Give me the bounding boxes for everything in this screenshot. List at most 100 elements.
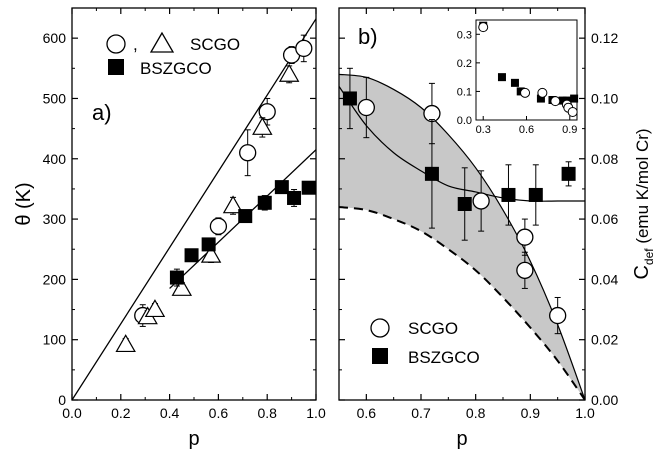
panel-a: 0.0 0.2 0.4 0.6 0.8 1.0 0 100 200 300 400 500 600 p θ … — [13, 7, 326, 450]
data-point-triangle — [171, 278, 193, 296]
fit-line — [72, 18, 316, 400]
data-point-triangle — [144, 299, 166, 318]
legend-label-bszgco: BSZGCO — [140, 59, 212, 78]
data-point-square — [457, 197, 472, 211]
inset-x-tick-label: 0.6 — [519, 124, 534, 136]
panel-label: b) — [358, 24, 378, 49]
y-tick-label: 400 — [43, 151, 67, 167]
data-point-square — [424, 166, 439, 181]
data-point-circle — [516, 228, 534, 246]
y-tick-label: 0.00 — [591, 392, 618, 408]
inset-circle — [520, 87, 531, 98]
inset-y-tick-label: 0.1 — [457, 86, 472, 98]
x-axis-label: p — [456, 428, 467, 450]
inset-x-tick-label: 0.9 — [562, 124, 577, 136]
inset-y-tick-label: 0.3 — [457, 29, 472, 41]
data-point-circle — [258, 103, 276, 121]
inset-circle — [478, 22, 489, 33]
data-point-circle — [357, 98, 375, 117]
legend-square — [372, 348, 388, 364]
inset-square — [570, 94, 579, 103]
data-point-square — [274, 180, 289, 195]
x-tick-label: 0.8 — [257, 405, 277, 421]
x-tick-label: 0.6 — [209, 405, 229, 421]
data-point-triangle — [115, 334, 136, 353]
inset-square — [497, 73, 506, 82]
y-axis-label-main: C — [631, 265, 653, 279]
data-point-triangle — [252, 116, 273, 135]
x-tick-label: 0.2 — [111, 405, 131, 421]
y-axis-label-sub: def — [642, 248, 656, 265]
legend-circle — [106, 34, 126, 54]
inset-frame — [475, 19, 578, 121]
y-tick-label: 500 — [43, 90, 67, 106]
y-tick-label: 0.02 — [591, 332, 618, 348]
data-point-square — [201, 237, 216, 252]
inset-square — [536, 94, 545, 103]
y-tick-label: 0 — [58, 392, 66, 408]
x-tick-label: 1.0 — [575, 405, 595, 421]
y-axis-label: θ (K) — [13, 182, 35, 225]
data-point-square — [238, 209, 253, 224]
y-tick-label: 0.06 — [591, 211, 618, 227]
inset-circle — [537, 87, 548, 98]
data-point-circle — [239, 144, 257, 162]
inset-square — [510, 78, 519, 87]
y-tick-label: 100 — [43, 332, 67, 348]
x-tick-label: 0.6 — [357, 405, 377, 421]
data-point-square — [301, 180, 316, 195]
data-point-square — [184, 248, 199, 263]
inset-y-tick-label: 0.0 — [457, 115, 472, 127]
legend-label-bszgco: BSZGCO — [408, 348, 480, 367]
legend-label-scgo: SCGO — [408, 319, 458, 338]
data-point-triangle — [222, 195, 244, 214]
x-tick-label: 0.8 — [466, 405, 486, 421]
y-tick-label: 0.04 — [591, 271, 618, 287]
data-point-square — [528, 187, 543, 202]
y-axis-label-unit: (emu K/mol Cr) — [633, 128, 652, 248]
y-tick-label: 0.12 — [591, 30, 618, 46]
y-tick-label: 300 — [43, 211, 67, 227]
y-tick-label: 0.08 — [591, 151, 618, 167]
plot-frame-b — [338, 7, 586, 401]
x-tick-label: 0.0 — [62, 405, 82, 421]
legend-square — [108, 59, 124, 75]
inset-plot: 0.3 0.6 0.9 0.0 0.1 0.2 0.3 — [457, 19, 579, 136]
data-point-triangle — [200, 244, 222, 263]
panel-label: a) — [92, 100, 112, 125]
x-tick-label: 0.4 — [160, 405, 180, 421]
fit-curve — [339, 86, 585, 202]
legend-label-scgo: SCGO — [190, 35, 240, 54]
data-point-square — [342, 91, 357, 106]
inset-y-tick-label: 0.2 — [457, 58, 472, 70]
y-axis-label: Cdef (emu K/mol Cr) — [631, 128, 656, 279]
data-point-triangle — [278, 63, 300, 82]
x-axis-label: p — [188, 428, 199, 450]
data-point-square — [501, 187, 516, 202]
data-point-circle — [472, 192, 490, 210]
shaded-band — [339, 74, 585, 400]
data-point-square — [561, 166, 576, 181]
y-tick-label: 200 — [43, 271, 67, 287]
inset-circle — [567, 107, 578, 117]
x-tick-label: 0.9 — [521, 405, 541, 421]
panel-b: 0.6 0.7 0.8 0.9 1.00.00 0.02 0.04 0.06 0.08 0.10 0… — [338, 7, 656, 450]
data-point-square — [169, 270, 184, 285]
data-point-circle — [549, 306, 567, 325]
inset-circle — [550, 96, 561, 107]
data-point-square — [287, 190, 302, 205]
data-point-circle — [295, 39, 313, 58]
upper-bound-curve — [339, 73, 585, 400]
inset-square — [558, 96, 567, 105]
data-point-square — [257, 195, 272, 210]
legend-triangle — [149, 31, 175, 53]
inset-x-tick-label: 0.3 — [476, 124, 491, 136]
data-point-circle — [209, 217, 228, 235]
y-tick-label: 0.10 — [591, 90, 618, 106]
legend-circle — [370, 318, 390, 338]
x-tick-label: 1.0 — [306, 405, 326, 421]
x-tick-label: 0.7 — [411, 405, 431, 421]
dashed-curve — [339, 206, 585, 400]
legend-comma: , — [133, 35, 138, 54]
